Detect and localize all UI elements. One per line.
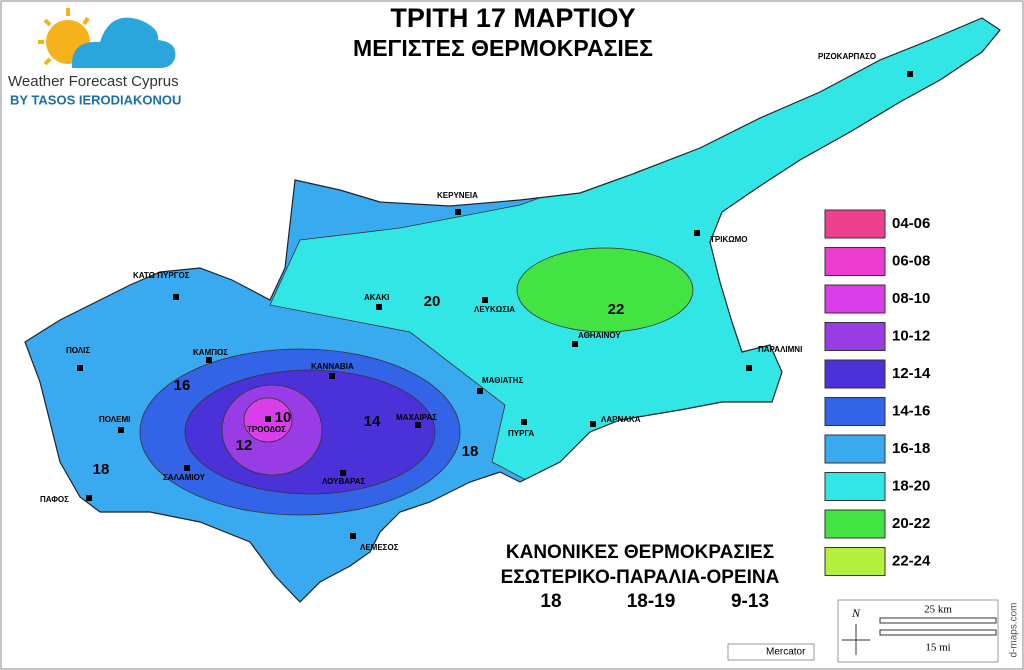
subtitle: ΜΕΓΙΣΤΕΣ ΘΕΡΜΟΚΡΑΣΙΕΣ bbox=[353, 35, 653, 61]
zone-label: 18 bbox=[93, 461, 110, 478]
place-label: ΠΑΦΟΣ bbox=[40, 495, 69, 504]
logo-name: Weather Forecast Cyprus bbox=[8, 73, 179, 90]
scale-km: 25 km bbox=[924, 604, 952, 616]
logo: Weather Forecast Cyprus BY TASOS IERODIA… bbox=[8, 8, 181, 107]
place-marker bbox=[521, 419, 527, 425]
legend-swatch bbox=[824, 472, 886, 501]
place-label: ΠΑΡΑΛΙΜΝΙ bbox=[758, 345, 802, 354]
place-label: ΤΡΙΚΩΜΟ bbox=[710, 235, 748, 244]
zone-label: 18 bbox=[462, 443, 479, 460]
place-marker bbox=[340, 470, 346, 476]
legend-label: 18-20 bbox=[892, 477, 930, 494]
zone-label: 22 bbox=[608, 301, 625, 318]
place-label: ΠΟΛΕΜΙ bbox=[99, 415, 130, 424]
north: N bbox=[851, 606, 861, 620]
zone-label: 10 bbox=[275, 409, 292, 426]
legend-swatch bbox=[824, 547, 886, 576]
place-label: ΠΥΡΓΑ bbox=[508, 429, 534, 438]
normal-value: 9-13 bbox=[731, 591, 769, 612]
place-label: ΚΑΝΝΑΒΙΑ bbox=[311, 362, 354, 371]
place-marker bbox=[118, 427, 124, 433]
place-marker bbox=[86, 495, 92, 501]
place-label: ΣΑΛΑΜΙΟΥ bbox=[163, 473, 206, 482]
legend-label: 22-24 bbox=[892, 552, 931, 569]
place-marker bbox=[173, 294, 179, 300]
place-marker bbox=[590, 421, 596, 427]
place-label: ΛΟΥΒΑΡΑΣ bbox=[322, 477, 366, 486]
legend-swatch bbox=[824, 359, 886, 389]
place-marker bbox=[477, 388, 483, 394]
place-marker bbox=[694, 230, 700, 236]
place-marker bbox=[376, 304, 382, 310]
place-marker bbox=[455, 209, 461, 215]
normals-title: ΚΑΝΟΝΙΚΕΣ ΘΕΡΜΟΚΡΑΣΙΕΣ bbox=[506, 542, 774, 563]
legend: 04-06 06-08 08-10 10-12 12-14 14-16 16-18 18-20… bbox=[824, 209, 931, 576]
projection: Mercator bbox=[766, 647, 806, 658]
legend-swatch bbox=[824, 209, 886, 239]
legend-label: 14-16 bbox=[892, 402, 930, 419]
place-marker bbox=[329, 373, 335, 379]
legend-label: 10-12 bbox=[892, 327, 930, 344]
normals-regions: ΕΣΩΤΕΡΙΚΟ-ΠΑΡΑΛΙΑ-ΟΡΕΙΝΑ bbox=[501, 567, 780, 588]
place-label: ΛΑΡΝΑΚΑ bbox=[601, 415, 641, 424]
place-marker bbox=[265, 416, 271, 422]
place-label: ΚΕΡΥΝΕΙΑ bbox=[437, 191, 478, 200]
normal-value: 18-19 bbox=[627, 591, 676, 612]
zone-labels: 20 22 16 10 14 12 18 18 bbox=[93, 293, 625, 478]
legend-swatch bbox=[824, 397, 886, 426]
source: d-maps.com bbox=[1009, 602, 1020, 657]
normal-value: 18 bbox=[540, 591, 561, 612]
place-label: ΠΟΛΙΣ bbox=[66, 346, 90, 355]
places: ΡΙΖΟΚΑΡΠΑΣΟ ΚΕΡΥΝΕΙΑ ΤΡΙΚΩΜΟ ΚΑΤΩ ΠΥΡΓΟΣ ΑΚΑ… bbox=[40, 52, 913, 552]
place-label: ΡΙΖΟΚΑΡΠΑΣΟ bbox=[818, 52, 876, 61]
legend-label: 16-18 bbox=[892, 440, 930, 457]
scale-mi: 15 mi bbox=[925, 642, 950, 654]
place-label: ΜΑΧΑΙΡΑΣ bbox=[396, 413, 437, 422]
legend-swatch bbox=[824, 247, 886, 276]
place-label: ΛΕΥΚΩΣΙΑ bbox=[474, 305, 515, 314]
place-label: ΛΕΜΕΣΟΣ bbox=[360, 543, 399, 552]
zone-label: 12 bbox=[236, 437, 253, 454]
legend-label: 08-10 bbox=[892, 290, 930, 307]
place-marker bbox=[77, 365, 83, 371]
legend-label: 04-06 bbox=[892, 215, 930, 232]
place-marker bbox=[746, 365, 752, 371]
place-label: ΚΑΜΠΟΣ bbox=[193, 348, 228, 357]
place-label: ΑΘΗΑΙΝΟΥ bbox=[578, 331, 621, 340]
legend-swatch bbox=[824, 284, 886, 314]
legend-label: 12-14 bbox=[892, 365, 931, 382]
legend-label: 06-08 bbox=[892, 252, 930, 269]
zone-label: 20 bbox=[424, 293, 441, 310]
place-label: ΤΡΟΟΔΟΣ bbox=[247, 425, 286, 434]
logo-byline: BY TASOS IERODIAKONOU bbox=[10, 92, 181, 107]
legend-label: 20-22 bbox=[892, 515, 930, 532]
zone-label: 16 bbox=[174, 377, 191, 394]
legend-swatch bbox=[824, 434, 886, 464]
place-marker bbox=[184, 465, 190, 471]
place-marker bbox=[572, 341, 578, 347]
place-label: ΜΑΘΙΑΤΗΣ bbox=[482, 376, 523, 385]
place-marker bbox=[482, 297, 488, 303]
legend-swatch bbox=[824, 322, 886, 351]
place-label: ΑΚΑΚΙ bbox=[364, 293, 389, 302]
place-marker bbox=[206, 357, 212, 363]
legend-swatch bbox=[824, 509, 886, 539]
place-label: ΚΑΤΩ ΠΥΡΓΟΣ bbox=[133, 271, 190, 280]
zone-label: 14 bbox=[364, 413, 381, 430]
map-info: N 25 km 15 mi Mercator d-maps.com bbox=[727, 599, 1020, 663]
title: ΤΡΙΤΗ 17 ΜΑΡΤΙΟΥ bbox=[390, 3, 635, 33]
place-marker bbox=[907, 71, 913, 77]
place-marker bbox=[350, 533, 356, 539]
place-marker bbox=[415, 422, 421, 428]
